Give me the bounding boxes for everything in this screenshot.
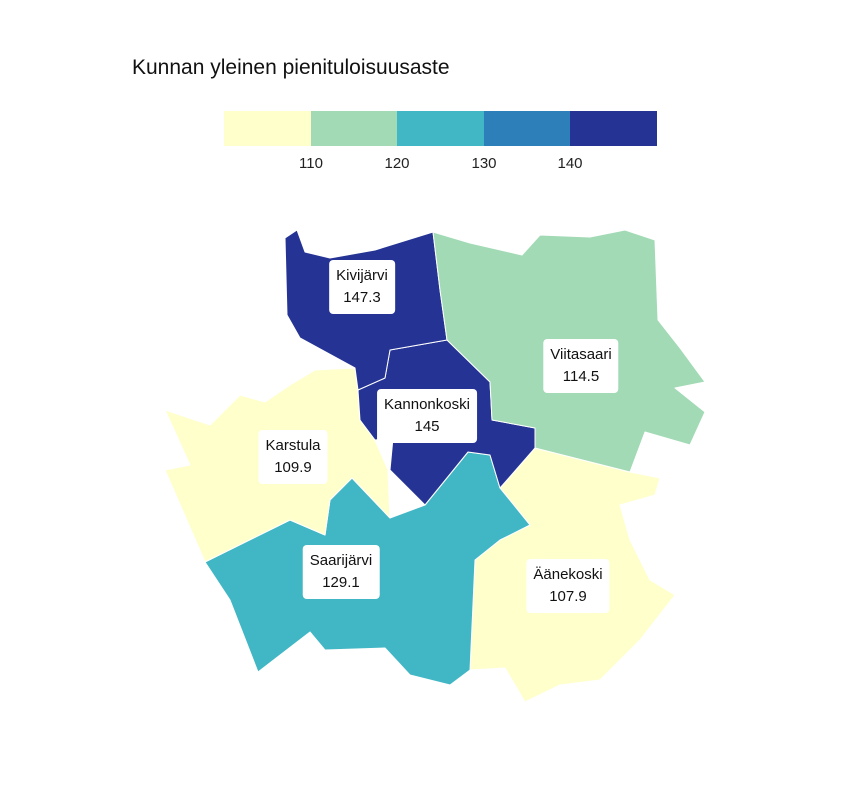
legend-tick-120: 120: [384, 155, 410, 172]
label-saarijarvi-name: Saarijärvi: [309, 552, 373, 569]
label-aanekoski-name: Äänekoski: [533, 566, 603, 583]
label-aanekoski: Äänekoski 107.9: [526, 559, 610, 613]
label-kannonkoski-name: Kannonkoski: [384, 396, 470, 413]
label-karstula-value: 109.9: [274, 459, 312, 476]
legend-swatch-4: [483, 111, 570, 146]
legend-swatch-2: [310, 111, 397, 146]
label-saarijarvi: Saarijärvi 129.1: [302, 545, 380, 599]
legend-tick-140: 140: [557, 155, 583, 172]
label-viitasaari: Viitasaari 114.5: [543, 339, 619, 393]
legend-tick-130: 130: [471, 155, 497, 172]
legend-tick-110: 110: [299, 155, 323, 172]
label-kivijarvi-name: Kivijärvi: [336, 267, 388, 284]
label-viitasaari-name: Viitasaari: [550, 346, 612, 363]
label-kivijarvi: Kivijärvi 147.3: [329, 260, 395, 314]
map-title: Kunnan yleinen pienituloisuusaste: [132, 56, 450, 79]
label-karstula-name: Karstula: [265, 437, 321, 454]
label-viitasaari-value: 114.5: [562, 368, 600, 385]
label-aanekoski-value: 107.9: [549, 588, 587, 605]
legend-swatch-5: [570, 111, 657, 146]
label-kannonkoski-value: 145: [414, 418, 440, 435]
legend-swatch-3: [397, 111, 484, 146]
label-kannonkoski: Kannonkoski 145: [377, 389, 477, 443]
label-karstula: Karstula 109.9: [258, 430, 328, 484]
label-saarijarvi-value: 129.1: [322, 574, 360, 591]
label-kivijarvi-value: 147.3: [343, 289, 381, 306]
legend-swatch-1: [224, 111, 311, 146]
